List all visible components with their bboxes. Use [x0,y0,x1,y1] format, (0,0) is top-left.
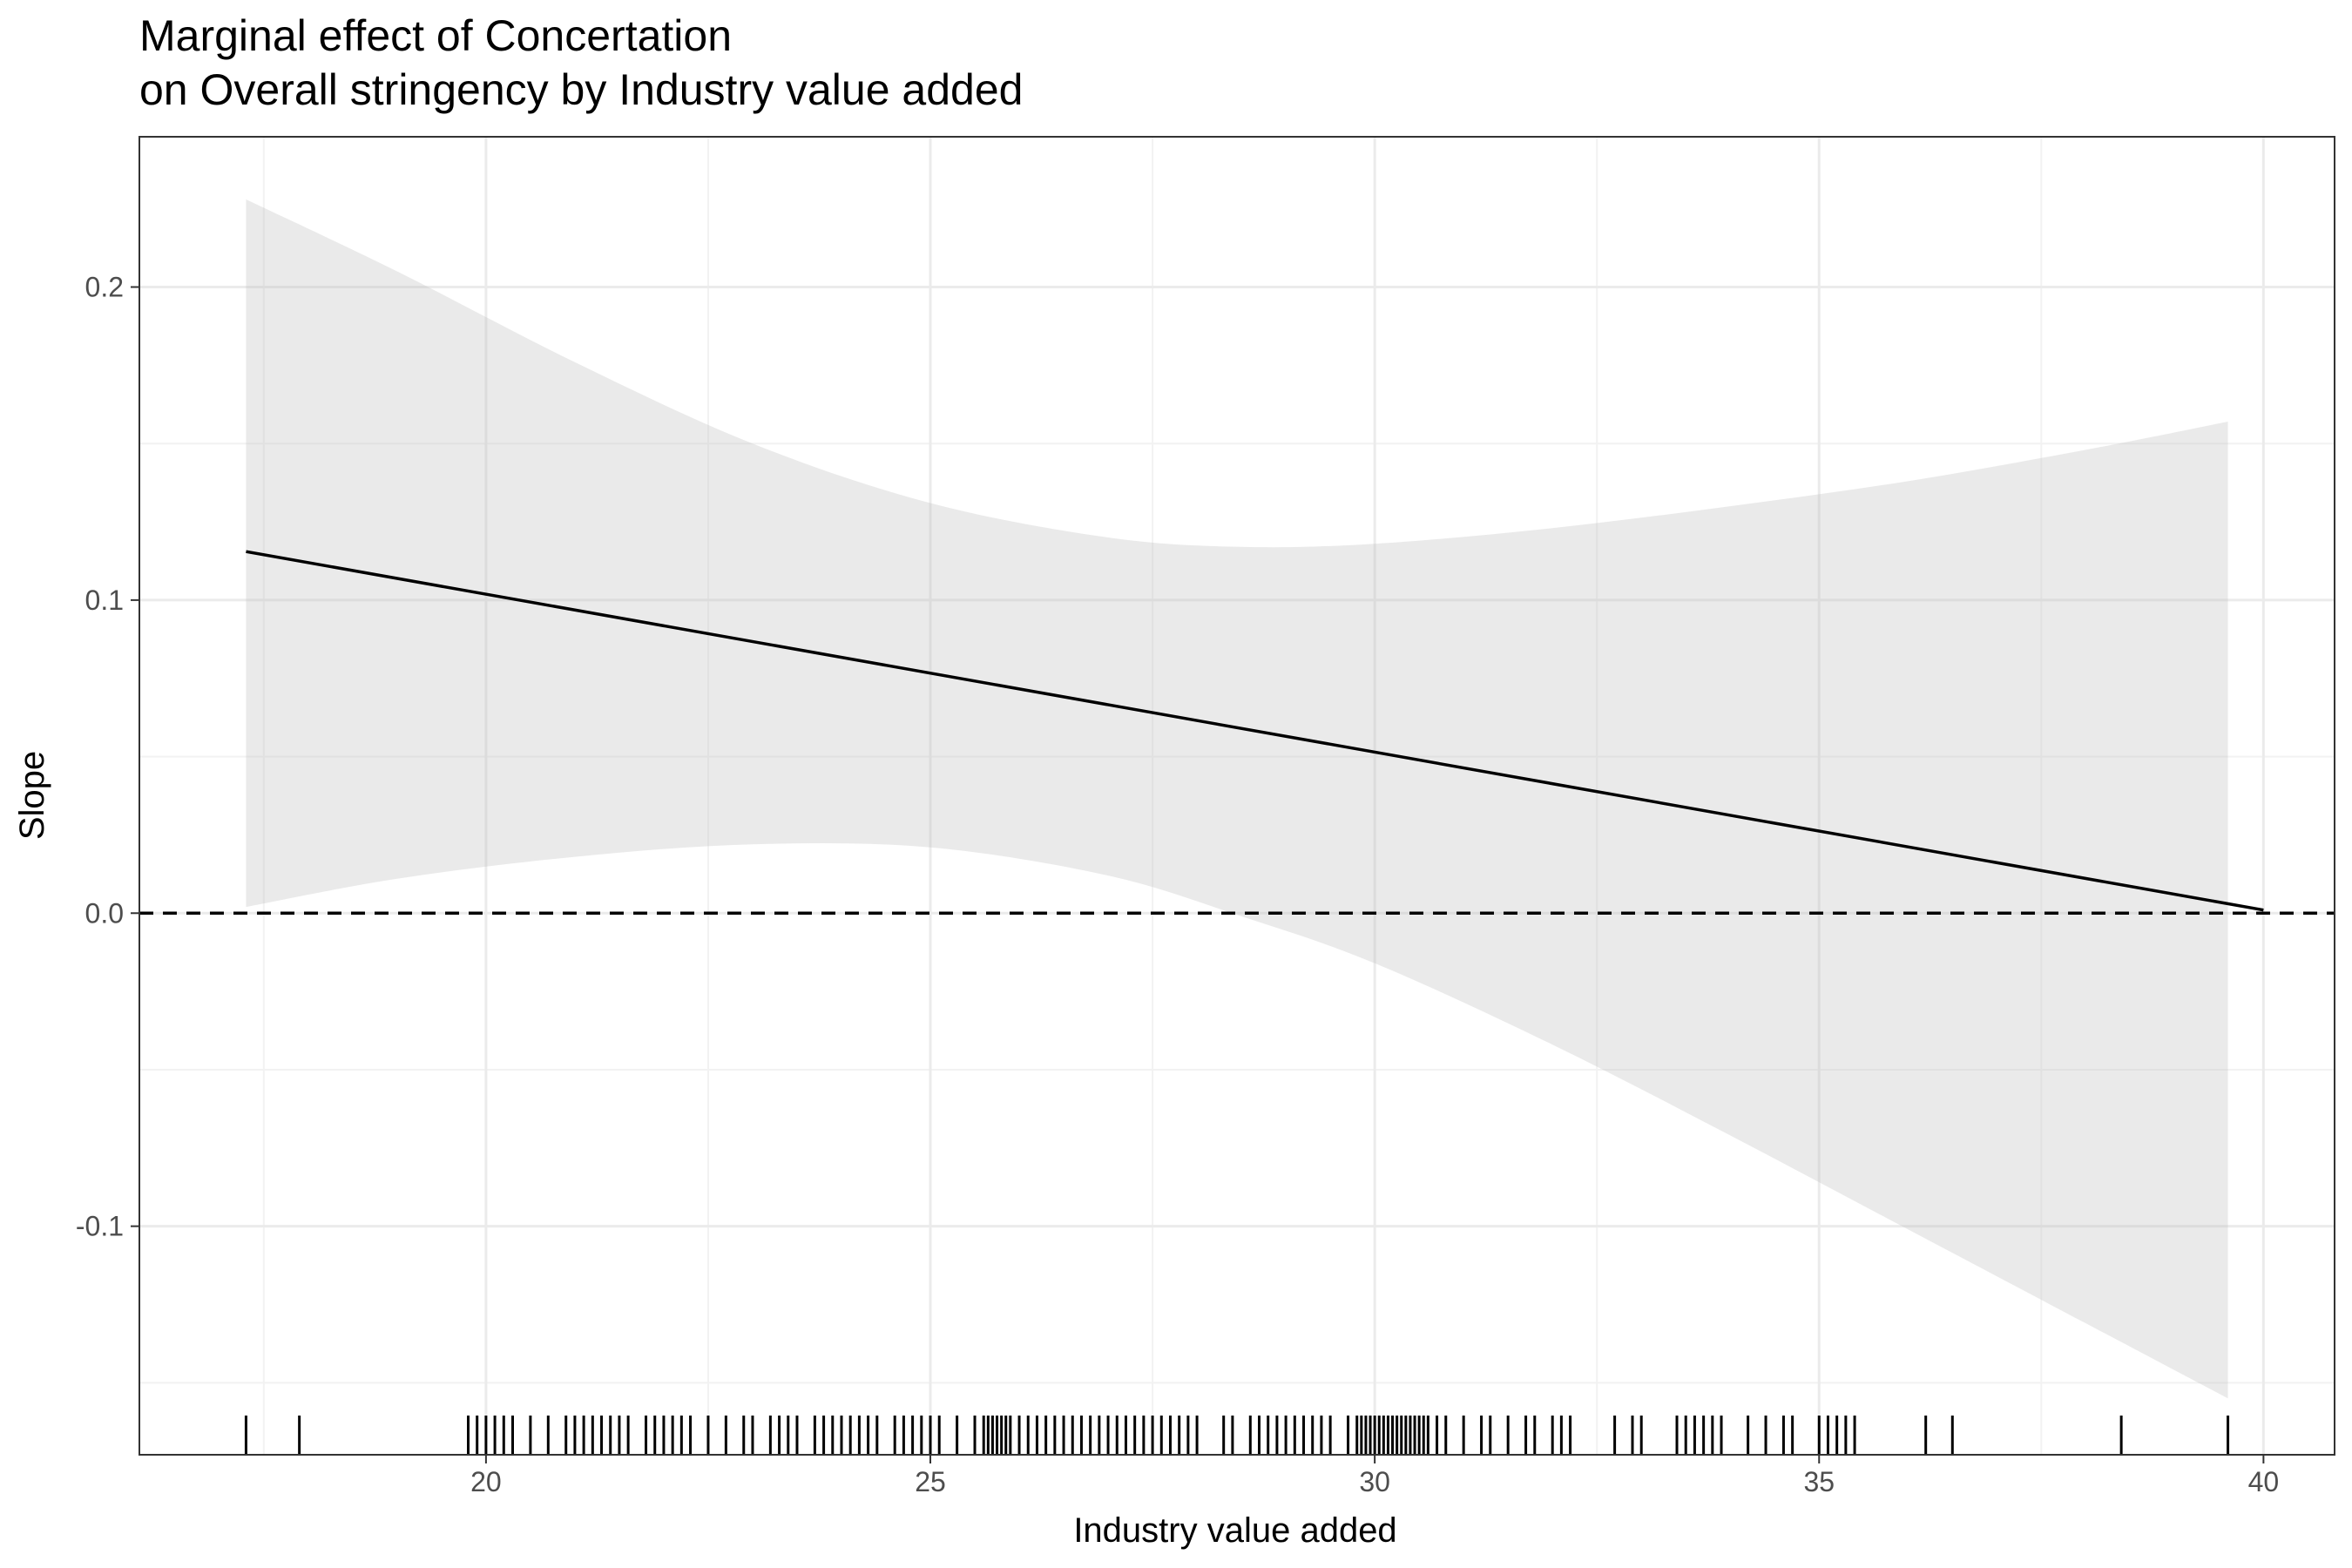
y-tick-label: -0.1 [76,1211,124,1242]
chart-subtitle: on Overall stringency by Industry value … [139,65,1023,114]
x-tick-label: 20 [470,1466,502,1497]
chart-title: Marginal effect of Concertation [139,11,732,60]
major-gridlines [139,137,2335,1455]
title-group: Marginal effect of Concertation on Overa… [139,11,1023,114]
x-axis-ticks: 20 25 30 35 40 [470,1455,2279,1497]
x-tick-label: 35 [1803,1466,1835,1497]
slope-line-layer [246,550,2264,912]
rug-layer [244,1416,2230,1455]
y-tick-label: 0.2 [85,272,124,303]
y-axis-ticks: -0.1 0.0 0.1 0.2 [76,272,139,1242]
x-tick-label: 40 [2248,1466,2280,1497]
y-tick-label: 0.1 [85,585,124,616]
slope-line [246,550,2264,912]
x-axis-title: Industry value added [1073,1511,1396,1550]
confidence-band [246,199,2228,1399]
panel-border [139,136,2335,1456]
x-tick-label: 25 [915,1466,946,1497]
confidence-band-layer [246,199,2228,1399]
y-axis-title: Slope [13,751,51,840]
minor-gridlines [139,137,2335,1455]
x-tick-label: 30 [1359,1466,1390,1497]
y-tick-label: 0.0 [85,897,124,929]
